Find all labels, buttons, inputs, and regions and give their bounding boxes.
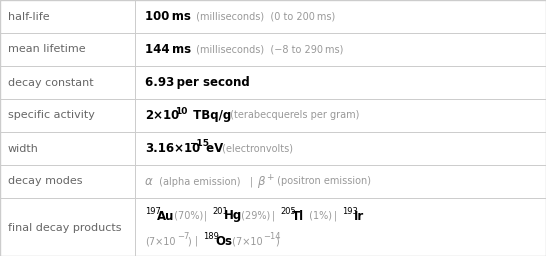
- Text: (29%): (29%): [238, 211, 270, 221]
- Text: |: |: [272, 211, 275, 221]
- Text: (milliseconds)  (−8 to 290 ms): (milliseconds) (−8 to 290 ms): [193, 45, 343, 55]
- Text: β: β: [257, 175, 264, 188]
- Text: 201: 201: [212, 207, 228, 216]
- Text: half-life: half-life: [8, 12, 50, 22]
- Text: (alpha emission)   |: (alpha emission) |: [156, 176, 263, 187]
- Text: |: |: [334, 211, 337, 221]
- Text: decay modes: decay modes: [8, 176, 82, 187]
- Text: 100 ms: 100 ms: [145, 10, 191, 23]
- Text: (positron emission): (positron emission): [274, 176, 371, 187]
- Text: −7: −7: [177, 232, 189, 241]
- Text: 10: 10: [175, 106, 187, 115]
- Text: −15: −15: [189, 140, 209, 148]
- Text: width: width: [8, 144, 39, 154]
- Text: (70%): (70%): [171, 211, 203, 221]
- Text: 144 ms: 144 ms: [145, 43, 191, 56]
- Text: Os: Os: [215, 235, 232, 248]
- Text: |: |: [204, 211, 207, 221]
- Text: 3.16×10: 3.16×10: [145, 142, 200, 155]
- Text: eV: eV: [202, 142, 223, 155]
- Text: decay constant: decay constant: [8, 78, 93, 88]
- Text: +: +: [266, 173, 274, 182]
- Text: (7×10: (7×10: [145, 236, 175, 246]
- Text: ): ): [187, 236, 191, 246]
- Text: mean lifetime: mean lifetime: [8, 45, 86, 55]
- Text: −14: −14: [263, 232, 281, 241]
- Text: ): ): [275, 236, 279, 246]
- Text: (milliseconds)  (0 to 200 ms): (milliseconds) (0 to 200 ms): [193, 12, 335, 22]
- Text: Au: Au: [157, 209, 174, 222]
- Text: 193: 193: [342, 207, 358, 216]
- Text: 2×10: 2×10: [145, 109, 179, 122]
- Text: |: |: [195, 236, 198, 247]
- Text: 197: 197: [145, 207, 161, 216]
- Text: (7×10: (7×10: [229, 236, 263, 246]
- Text: (electronvolts): (electronvolts): [219, 144, 293, 154]
- Text: Tl: Tl: [292, 209, 304, 222]
- Text: (terabecquerels per gram): (terabecquerels per gram): [227, 111, 359, 121]
- Text: Hg: Hg: [224, 209, 242, 222]
- Text: Ir: Ir: [354, 209, 364, 222]
- Text: specific activity: specific activity: [8, 111, 95, 121]
- Text: TBq/g: TBq/g: [189, 109, 232, 122]
- Text: final decay products: final decay products: [8, 223, 122, 233]
- Text: (1%): (1%): [306, 211, 332, 221]
- Text: 205: 205: [280, 207, 296, 216]
- Text: 6.93 per second: 6.93 per second: [145, 76, 250, 89]
- Text: 189: 189: [203, 232, 219, 241]
- Text: α: α: [145, 175, 153, 188]
